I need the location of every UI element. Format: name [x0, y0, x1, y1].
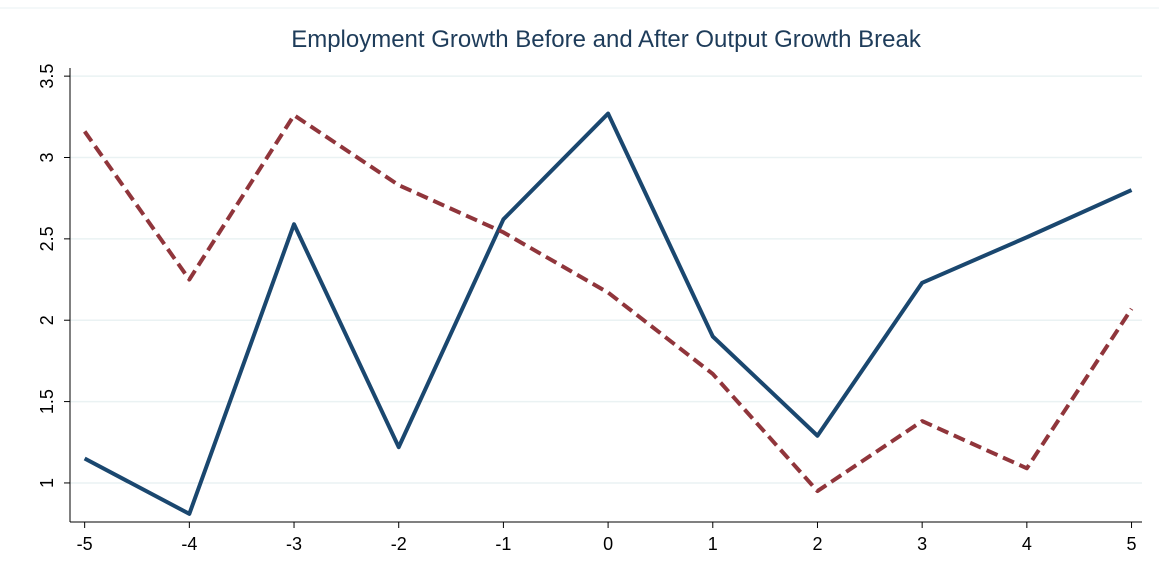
- y-tick-label: 2.5: [37, 226, 57, 251]
- x-tick-label: -5: [77, 534, 93, 554]
- y-tick-label: 1: [37, 478, 57, 488]
- x-tick-label: 1: [708, 534, 718, 554]
- x-tick-label: -2: [391, 534, 407, 554]
- y-tick-label: 1.5: [37, 389, 57, 414]
- series-line: [83, 111, 1133, 516]
- x-tick-label: 4: [1022, 534, 1032, 554]
- series-line: [83, 113, 1134, 494]
- x-tick-label: -3: [286, 534, 302, 554]
- chart-title: Employment Growth Before and After Outpu…: [291, 26, 922, 53]
- x-tick-label: 2: [812, 534, 822, 554]
- y-tick-label: 2: [37, 315, 57, 325]
- x-tick-label: 3: [917, 534, 927, 554]
- x-tick-label: -1: [495, 534, 511, 554]
- x-tick-label: 0: [603, 534, 613, 554]
- y-tick-label: 3: [37, 152, 57, 162]
- y-tick-label: 3.5: [37, 64, 57, 89]
- x-tick-label: -4: [181, 534, 197, 554]
- x-tick-label: 5: [1127, 534, 1137, 554]
